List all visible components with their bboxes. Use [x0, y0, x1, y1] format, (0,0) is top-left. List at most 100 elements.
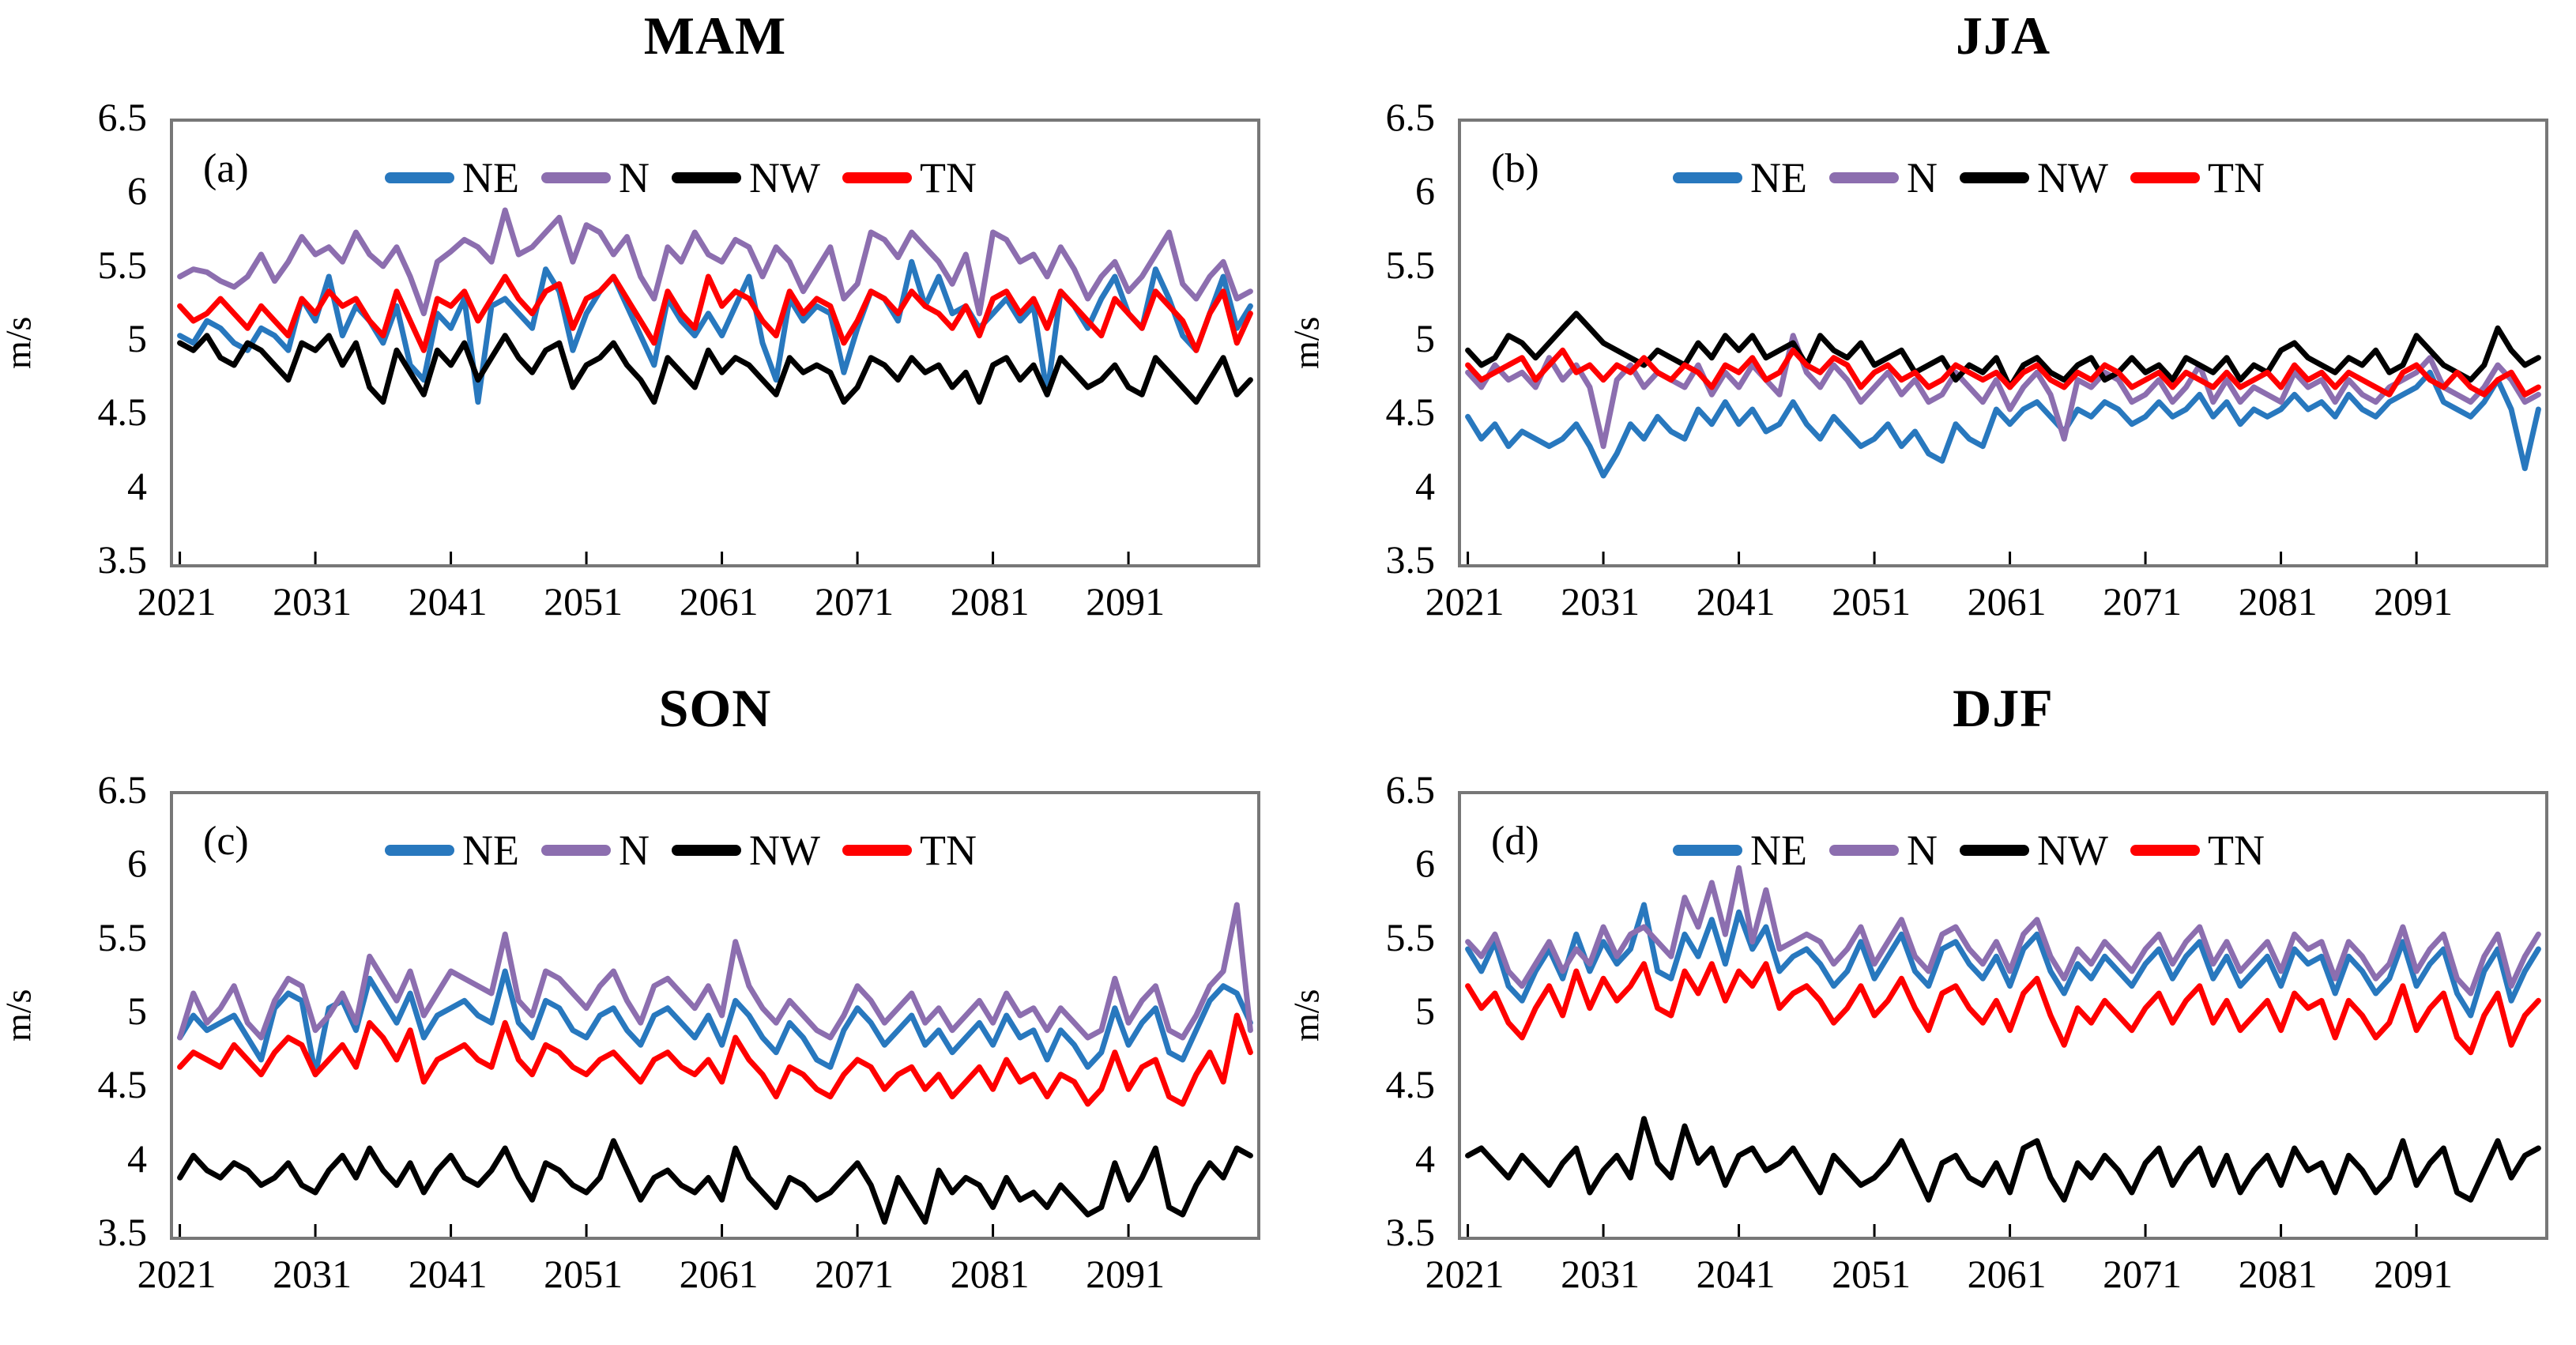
legend-label: NW: [748, 154, 820, 202]
y-tick-label: 4: [127, 1136, 147, 1181]
series-line-nw: [177, 1138, 1253, 1225]
x-tick-label: 2021: [1425, 1252, 1505, 1296]
legend-item-nw: NW: [671, 153, 820, 202]
series-line-n: [177, 207, 1253, 317]
x-tick-label: 2031: [1561, 1252, 1640, 1296]
legend: NE N NW TN: [1673, 153, 2265, 202]
legend-swatch-ne: [1673, 172, 1742, 183]
x-tick-label: 2081: [2238, 579, 2318, 624]
legend-label: N: [618, 154, 650, 202]
y-tick-label: 5: [1415, 316, 1435, 360]
x-tick-label: 2021: [137, 579, 217, 624]
plot-area: (a) NE N NW TN: [170, 119, 1260, 567]
y-tick-label: 3.5: [1385, 537, 1436, 582]
legend-swatch-nw: [671, 845, 741, 856]
x-tick-label: 2051: [1832, 1252, 1911, 1296]
x-axis-tick-labels: 2021 2031 2041 2051 2061 2071 2081 2091: [137, 579, 1260, 637]
x-tick-label: 2091: [1086, 1252, 1166, 1296]
panel-title: SON: [658, 678, 772, 738]
legend-swatch-ne: [1673, 845, 1742, 856]
y-tick-label: 3.5: [1385, 1210, 1436, 1254]
y-tick-label: 4: [1415, 463, 1435, 508]
legend-item-ne: NE: [385, 826, 519, 875]
x-tick-label: 2021: [137, 1252, 217, 1296]
series-line-n: [1465, 333, 2541, 450]
x-tick-label: 2071: [2103, 579, 2182, 624]
y-tick-label: 6: [127, 841, 147, 886]
legend-item-tn: TN: [2130, 153, 2265, 202]
y-tick-label: 5.5: [97, 914, 148, 959]
legend-swatch-n: [540, 845, 611, 856]
y-tick-label: 4.5: [1385, 390, 1436, 435]
legend-label: NE: [462, 154, 519, 202]
y-tick-label: 5: [127, 316, 147, 360]
chart-canvas: [177, 207, 1253, 564]
panel-letter: (b): [1491, 146, 1539, 191]
chart-canvas: [177, 902, 1253, 1237]
y-tick-label: 6.5: [97, 767, 148, 812]
panel-letter: (a): [203, 146, 249, 191]
y-tick-label: 5.5: [97, 242, 148, 287]
x-tick-label: 2021: [1425, 579, 1505, 624]
panel-letter: (d): [1491, 819, 1539, 864]
panel-title: JJA: [1955, 6, 2051, 66]
legend-swatch-nw: [1959, 172, 2029, 183]
panel-title: DJF: [1953, 678, 2054, 738]
legend-label: N: [1906, 827, 1938, 874]
chart-canvas: [1465, 311, 2541, 564]
series-line-n: [1465, 865, 2541, 997]
x-tick-label: 2031: [273, 1252, 352, 1296]
legend-label: NW: [2036, 827, 2108, 874]
y-tick-label: 5.5: [1385, 242, 1436, 287]
y-tick-label: 5: [1415, 989, 1435, 1033]
legend-item-ne: NE: [1673, 153, 1807, 202]
y-axis-tick-labels: 6.5 6 5.5 5 4.5 4 3.5: [1320, 97, 1446, 579]
x-tick-label: 2031: [1561, 579, 1640, 624]
plot-area: (c) NE N NW TN: [170, 791, 1260, 1240]
legend-swatch-n: [540, 172, 611, 183]
y-tick-label: 6.5: [1385, 767, 1436, 812]
x-tick-label: 2081: [950, 1252, 1030, 1296]
y-tick-label: 4: [1415, 1136, 1435, 1181]
series-line-tn: [1465, 347, 2541, 397]
legend-label: NW: [2036, 154, 2108, 202]
legend-swatch-ne: [385, 172, 454, 183]
y-tick-label: 6: [1415, 841, 1435, 886]
y-tick-label: 5: [127, 989, 147, 1033]
legend-swatch-tn: [2130, 845, 2200, 856]
legend-label: NE: [462, 827, 519, 874]
y-axis-tick-labels: 6.5 6 5.5 5 4.5 4 3.5: [1320, 770, 1446, 1252]
x-tick-label: 2051: [1832, 579, 1911, 624]
series-line-n: [177, 902, 1253, 1041]
legend-label: TN: [2207, 827, 2265, 874]
series-line-nw: [1465, 1116, 2541, 1203]
panel-djf: DJF m/s 6.5 6 5.5 5 4.5 4 3.5 (d) NE N NW TN 2021…: [1286, 672, 2576, 1345]
x-tick-label: 2071: [815, 579, 894, 624]
y-tick-label: 6: [127, 168, 147, 213]
legend-swatch-nw: [1959, 845, 2029, 856]
panel-son: SON m/s 6.5 6 5.5 5 4.5 4 3.5 (c) NE N NW TN 2021…: [0, 672, 1288, 1345]
legend-label: N: [1906, 154, 1938, 202]
panel-jja: JJA m/s 6.5 6 5.5 5 4.5 4 3.5 (b) NE N NW TN 2021…: [1286, 0, 2576, 672]
legend: NE N NW TN: [385, 153, 977, 202]
legend-swatch-ne: [385, 845, 454, 856]
y-tick-label: 6.5: [97, 95, 148, 139]
legend-swatch-nw: [671, 172, 741, 183]
legend-label: TN: [2207, 154, 2265, 202]
x-tick-label: 2061: [1967, 1252, 2047, 1296]
x-tick-label: 2091: [1086, 579, 1166, 624]
x-axis-tick-labels: 2021 2031 2041 2051 2061 2071 2081 2091: [1425, 579, 2548, 637]
x-tick-label: 2051: [544, 1252, 623, 1296]
legend-item-nw: NW: [671, 826, 820, 875]
x-tick-label: 2061: [679, 579, 759, 624]
legend-swatch-n: [1828, 845, 1899, 856]
x-tick-label: 2041: [408, 579, 488, 624]
legend-label: TN: [919, 827, 977, 874]
y-tick-label: 4.5: [1385, 1062, 1436, 1107]
y-tick-label: 6.5: [1385, 95, 1436, 139]
x-tick-label: 2061: [679, 1252, 759, 1296]
x-tick-label: 2041: [408, 1252, 488, 1296]
legend-swatch-tn: [842, 845, 912, 856]
legend-label: TN: [919, 154, 977, 202]
